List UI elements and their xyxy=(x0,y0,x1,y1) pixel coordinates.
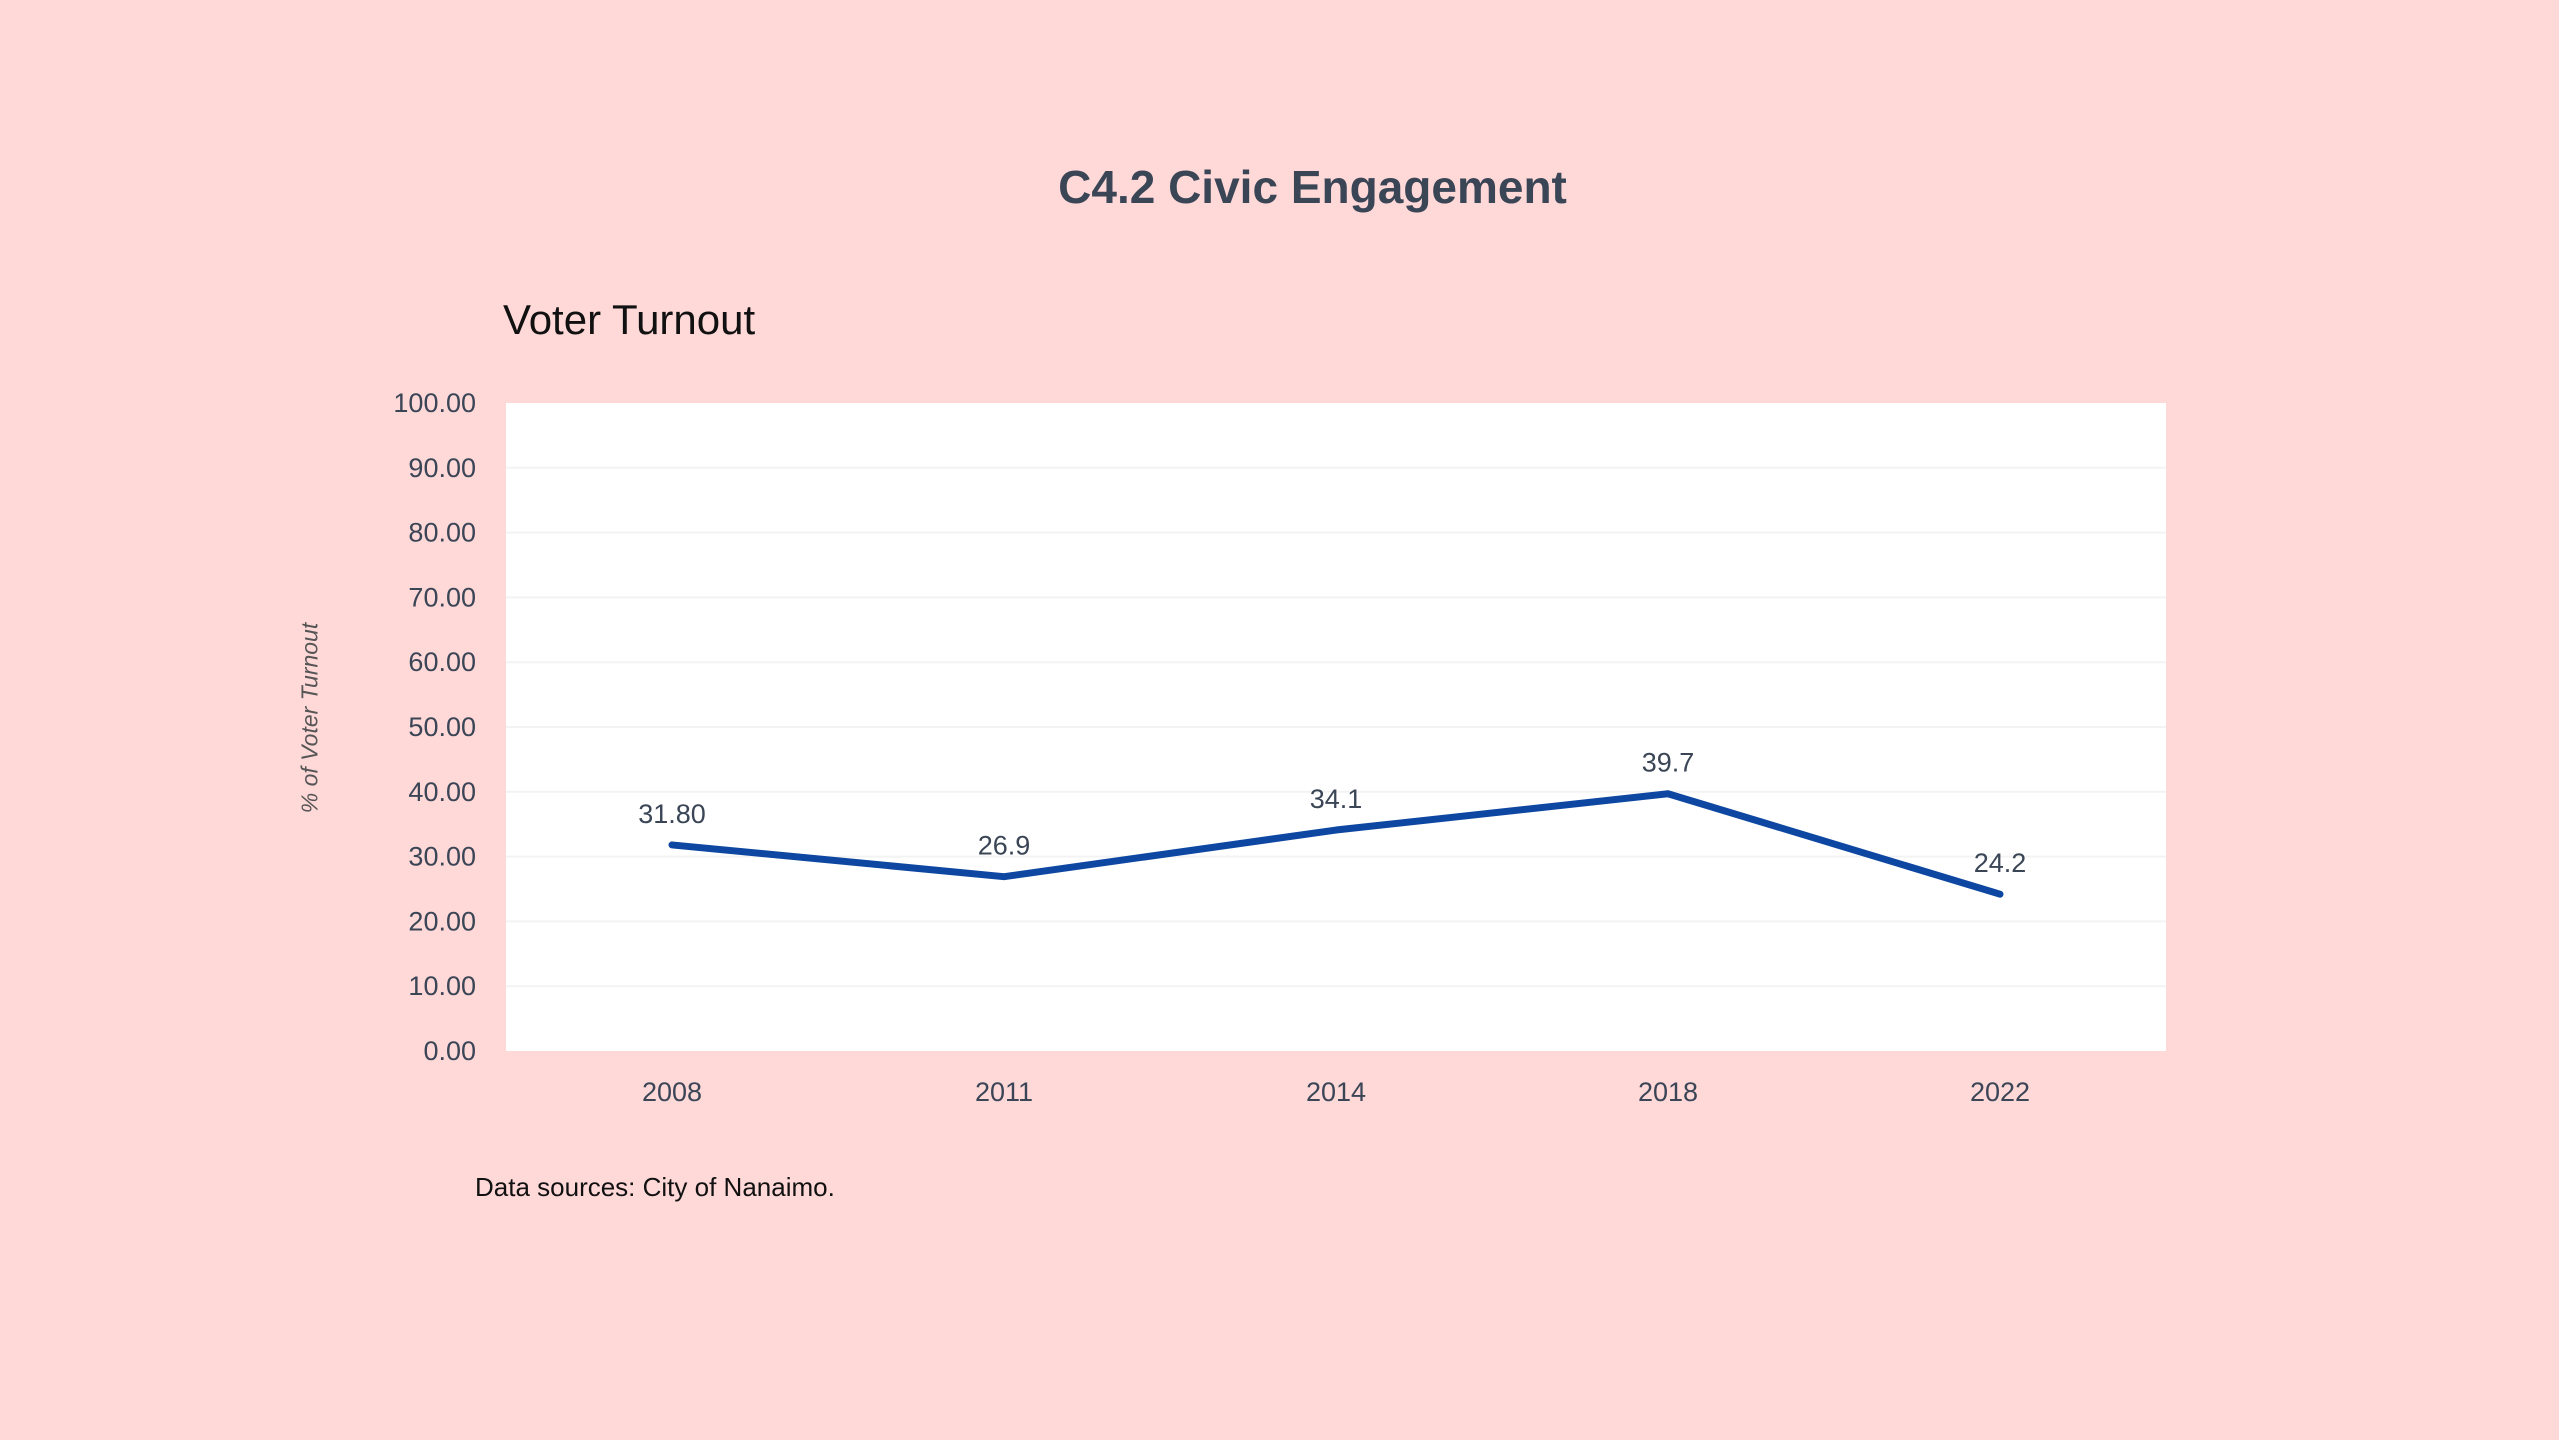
chart-title: Voter Turnout xyxy=(503,296,756,343)
data-label: 26.9 xyxy=(978,831,1031,861)
data-point xyxy=(1665,790,1671,797)
data-point xyxy=(669,841,675,848)
x-tick-label: 2022 xyxy=(1970,1077,2030,1107)
page-title: C4.2 Civic Engagement xyxy=(1058,161,1567,213)
data-point xyxy=(1001,873,1007,880)
y-tick-label: 70.00 xyxy=(408,582,476,612)
data-label: 24.2 xyxy=(1974,848,2027,878)
data-label: 39.7 xyxy=(1642,748,1695,778)
x-tick-label: 2011 xyxy=(975,1077,1033,1107)
x-tick-label: 2018 xyxy=(1638,1077,1698,1107)
y-tick-label: 10.00 xyxy=(408,971,476,1001)
data-point xyxy=(1997,891,2003,898)
data-label: 34.1 xyxy=(1310,784,1363,814)
y-tick-label: 0.00 xyxy=(423,1036,476,1066)
x-tick-label: 2008 xyxy=(642,1077,702,1107)
data-source-note: Data sources: City of Nanaimo. xyxy=(475,1172,835,1202)
y-tick-label: 60.00 xyxy=(408,647,476,677)
y-tick-label: 100.00 xyxy=(393,388,476,418)
data-label: 31.80 xyxy=(638,799,706,829)
y-tick-label: 40.00 xyxy=(408,777,476,807)
y-tick-label: 80.00 xyxy=(408,518,476,548)
y-tick-label: 50.00 xyxy=(408,712,476,742)
y-tick-label: 30.00 xyxy=(408,842,476,872)
y-tick-label: 20.00 xyxy=(408,906,476,936)
x-tick-label: 2014 xyxy=(1306,1077,1366,1107)
data-point xyxy=(1333,827,1339,834)
y-tick-label: 90.00 xyxy=(408,453,476,483)
